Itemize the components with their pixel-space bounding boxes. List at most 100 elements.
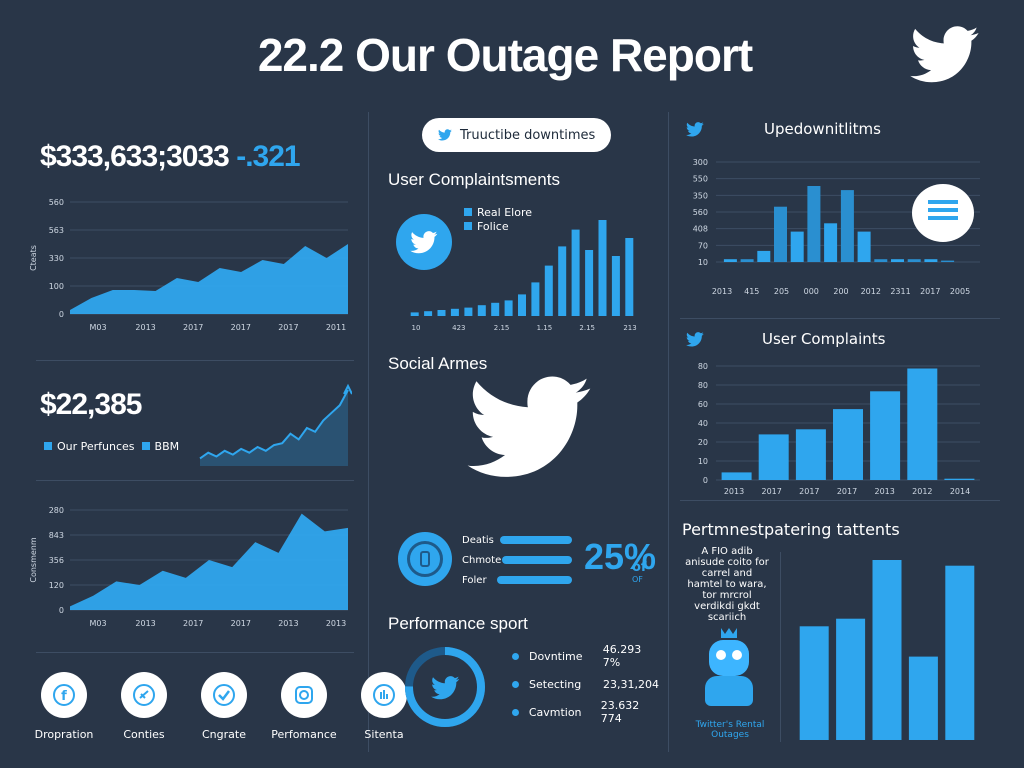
twitter-bird-icon [438,129,452,141]
progress-row: Foler [462,570,572,590]
x-tick-label: 2014 [950,487,970,496]
bar-chart-patterns [799,560,975,740]
nav-label: Dropration [34,728,94,741]
x-tick-label: 2013 [874,487,894,496]
user-complaints-heading: User Complaints [762,330,886,348]
chart-icon[interactable] [361,672,407,718]
line-series [199,389,349,460]
bar [874,259,888,262]
progress-row: Deatis [462,530,572,550]
link-icon[interactable] [121,672,167,718]
x-tick-label: 2013 [724,487,744,496]
x-tick-label: 2013 [135,619,155,628]
y-tick-label: 10 [698,457,708,466]
bar [410,312,419,316]
progress-label: Foler [462,574,487,586]
progress-label: Chmote [462,554,502,566]
progress-bar [502,556,572,564]
progress-label: Deatis [462,534,494,546]
chat-bubble-icon [912,184,974,242]
bar [491,302,500,316]
bar [907,259,921,262]
mascot-caption: Twitter's Rental Outages [695,720,765,740]
updowns-heading: Upedownitlitms [764,120,881,138]
bar-chart-updowns: 300 550 350 560 408 70 10 2013 415 205 000 200 2012 2… [693,158,980,296]
bar [518,294,526,316]
x-tick-label: 2.15 [494,324,510,332]
facebook-icon[interactable]: f [41,672,87,718]
bar [795,429,826,480]
x-tick-label: 2017 [761,487,781,496]
y-tick-label: 20 [698,438,708,447]
stat-label: Cavmtion [528,705,582,719]
area-series [70,244,348,314]
bar [740,259,754,262]
y-tick-label: 100 [49,282,64,291]
twitter-bird-icon [686,122,704,137]
nav-item-cngrate[interactable]: Cngrate [184,672,264,752]
bar [944,478,975,480]
bar [924,259,938,262]
check-icon[interactable] [201,672,247,718]
y-axis-label: Consmenm [29,537,38,583]
bar [464,307,473,316]
downtimes-pill[interactable]: Truuctibe downtimes [422,118,612,152]
nav-item-sitenta[interactable]: Sitenta [344,672,424,752]
x-tick-label: 2012 [861,287,881,296]
x-tick-label: 205 [774,287,789,296]
camera-icon[interactable] [281,672,327,718]
stat-label: Dovntime [528,649,583,663]
svg-text:f: f [61,689,67,704]
legend-bbm: BBM [154,440,180,453]
bar [757,250,771,262]
bar [424,311,433,316]
y-tick-label: 0 [59,606,64,615]
stat-row: Cavmtion 23.632 774 [512,698,662,726]
y-tick-label: 120 [49,581,64,590]
x-tick-label: 213 [623,324,636,332]
nav-item-perfomance[interactable]: Perfomance [264,672,344,752]
performance-heading: Performance sport [388,614,528,633]
y-tick-label: 563 [49,226,64,235]
nav-label: Perfomance [271,728,337,741]
bar-chart-user-complaints: 80 80 60 40 20 10 0 2013 2017 2017 2017 2013 2012 201… [698,362,980,496]
bar [598,220,607,316]
y-tick-label: 300 [693,158,708,167]
twitter-circle-icon [396,214,452,270]
y-tick-label: 280 [49,506,64,515]
y-tick-label: 80 [698,381,708,390]
bar [945,565,975,740]
bar [437,310,446,316]
patterns-heading: Pertmnestpatering tattents [682,520,900,539]
bar [504,300,513,316]
progress-row: Chmote [462,550,572,570]
nav-label: Sitenta [364,728,404,741]
nav-item-dropration[interactable]: f Dropration [24,672,104,752]
stat-value: 23.632 774 [600,699,640,725]
bar [790,231,804,262]
y-tick-label: 843 [49,531,64,540]
total-cost-amount: $333,633;3033 [40,140,230,173]
revenue-value: $22,385 [40,388,142,421]
nav-item-conties[interactable]: Conties [104,672,184,752]
bar [774,206,787,262]
y-tick-label: 10 [698,258,708,267]
x-tick-label: 2017 [183,619,203,628]
page-title: 22.2 Our Outage Report [257,29,753,81]
bar [836,618,866,740]
bottom-nav: f Dropration Conties Cngrate Perfomance … [24,672,407,752]
complaints-legend: Real Elore Folice [464,206,532,234]
y-tick-label: 560 [693,208,708,217]
bar [625,238,634,316]
social-heading: Social Armes [388,354,488,373]
area-chart-top: 560 563 330 100 0 Cteats M03 2013 2017 2017 2017 20… [29,198,348,332]
legend-performance: Our Perfunces [57,440,135,453]
y-tick-label: 408 [693,225,708,234]
y-tick-label: 550 [693,175,708,184]
stat-label: Setecting [529,677,582,691]
bar [531,282,540,316]
bar [908,656,938,740]
bar [857,231,871,262]
y-tick-label: 60 [698,400,708,409]
phone-icon [398,532,452,586]
